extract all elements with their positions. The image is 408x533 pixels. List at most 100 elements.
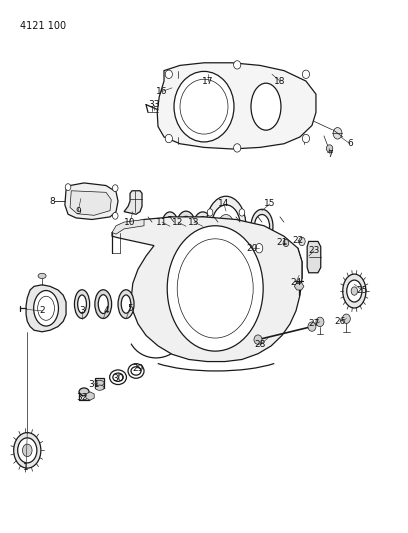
Ellipse shape [283, 239, 289, 247]
Ellipse shape [128, 364, 144, 378]
Bar [95, 378, 104, 387]
Ellipse shape [176, 211, 195, 241]
Text: 29: 29 [132, 364, 144, 373]
Ellipse shape [74, 290, 90, 319]
Polygon shape [112, 220, 144, 234]
Ellipse shape [110, 370, 126, 384]
Ellipse shape [131, 367, 141, 375]
Ellipse shape [113, 373, 123, 382]
Ellipse shape [302, 134, 310, 143]
Ellipse shape [254, 335, 262, 344]
Text: 25: 25 [356, 286, 368, 295]
Text: 30: 30 [112, 374, 124, 383]
Ellipse shape [174, 71, 234, 142]
Polygon shape [86, 392, 94, 400]
Polygon shape [124, 191, 142, 214]
Ellipse shape [118, 290, 134, 319]
Text: 4: 4 [103, 306, 109, 316]
Ellipse shape [351, 287, 357, 295]
Ellipse shape [65, 184, 71, 190]
Ellipse shape [79, 388, 89, 396]
Polygon shape [112, 217, 302, 361]
Text: 3: 3 [79, 306, 85, 316]
Text: 16: 16 [156, 87, 168, 96]
Text: 20: 20 [246, 244, 258, 253]
Ellipse shape [95, 385, 104, 390]
Text: 4121 100: 4121 100 [20, 21, 66, 31]
Text: 15: 15 [264, 199, 276, 208]
Ellipse shape [113, 185, 118, 191]
Ellipse shape [78, 295, 86, 313]
Ellipse shape [164, 216, 175, 236]
Ellipse shape [308, 322, 316, 332]
Text: 26: 26 [334, 317, 346, 326]
Ellipse shape [218, 214, 234, 238]
Ellipse shape [342, 314, 350, 324]
Ellipse shape [207, 209, 213, 216]
Text: 21: 21 [276, 238, 288, 247]
Text: 11: 11 [156, 217, 168, 227]
Ellipse shape [165, 70, 173, 78]
Text: 32: 32 [76, 393, 88, 401]
Ellipse shape [121, 295, 131, 313]
Text: 10: 10 [124, 217, 136, 227]
Text: 31: 31 [88, 379, 100, 389]
Ellipse shape [254, 214, 270, 238]
Ellipse shape [18, 438, 37, 463]
Polygon shape [26, 285, 66, 332]
Ellipse shape [206, 196, 246, 256]
Polygon shape [294, 282, 304, 290]
Text: 17: 17 [202, 77, 214, 86]
Ellipse shape [251, 209, 273, 243]
Ellipse shape [113, 213, 118, 219]
Polygon shape [307, 241, 321, 273]
Ellipse shape [302, 70, 310, 78]
Ellipse shape [177, 239, 253, 338]
Ellipse shape [22, 444, 32, 457]
Ellipse shape [180, 79, 228, 134]
Ellipse shape [95, 290, 112, 319]
Text: 5: 5 [127, 304, 133, 313]
Ellipse shape [98, 295, 108, 313]
Ellipse shape [234, 61, 241, 69]
Ellipse shape [316, 317, 324, 327]
Ellipse shape [239, 209, 245, 216]
Ellipse shape [326, 145, 333, 152]
Text: 28: 28 [254, 341, 266, 349]
Text: 13: 13 [188, 217, 200, 227]
Text: 33: 33 [148, 100, 160, 109]
Polygon shape [70, 191, 111, 215]
Ellipse shape [343, 274, 366, 308]
Ellipse shape [167, 226, 263, 351]
Ellipse shape [251, 83, 281, 130]
Ellipse shape [38, 296, 54, 320]
Text: 23: 23 [308, 246, 319, 255]
Ellipse shape [193, 212, 213, 240]
Ellipse shape [212, 205, 240, 248]
Polygon shape [157, 63, 316, 149]
Polygon shape [65, 183, 118, 220]
Ellipse shape [14, 433, 41, 468]
Ellipse shape [165, 134, 173, 143]
Ellipse shape [347, 280, 362, 302]
Ellipse shape [34, 290, 58, 326]
Text: 12: 12 [172, 217, 184, 227]
Ellipse shape [38, 273, 46, 279]
Ellipse shape [223, 251, 229, 257]
Ellipse shape [333, 127, 342, 139]
Text: 1: 1 [23, 463, 29, 472]
Text: 6: 6 [347, 139, 353, 148]
Ellipse shape [180, 216, 192, 236]
Text: 24: 24 [290, 278, 302, 287]
Ellipse shape [299, 237, 305, 246]
Ellipse shape [234, 144, 241, 152]
Text: 22: 22 [293, 236, 304, 245]
Text: 8: 8 [49, 197, 55, 206]
Ellipse shape [95, 381, 104, 385]
Ellipse shape [255, 244, 263, 253]
Text: 9: 9 [75, 207, 81, 216]
Ellipse shape [162, 212, 178, 240]
Text: 18: 18 [274, 77, 286, 86]
Text: 2: 2 [39, 306, 45, 316]
Text: 7: 7 [327, 150, 333, 159]
